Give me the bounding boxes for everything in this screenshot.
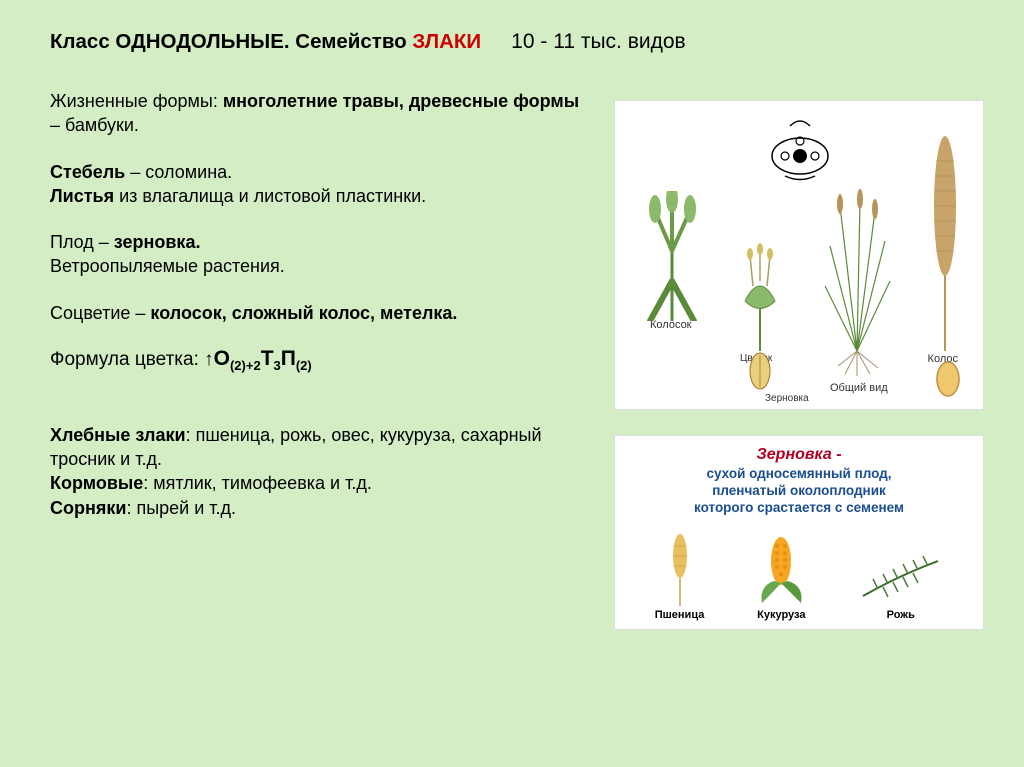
grain-icon <box>933 359 963 399</box>
zernovka-desc-3: которого срастается с семенем <box>694 500 904 515</box>
fodder-label: Кормовые <box>50 473 143 493</box>
life-forms-suffix: – бамбуки. <box>50 115 139 135</box>
rye-item: Рожь <box>858 551 943 621</box>
rye-label: Рожь <box>887 609 915 621</box>
life-forms-label: Жизненные формы: <box>50 91 223 111</box>
text-column: Жизненные формы: многолетние травы, древ… <box>50 89 580 542</box>
spikelet-icon <box>630 191 715 321</box>
stem-value: – соломина. <box>125 162 232 182</box>
whole-label: Общий вид <box>830 382 888 394</box>
zernovka-desc-1: сухой односемянный плод, <box>706 466 891 481</box>
zernovka-title: Зерновка - <box>625 446 973 464</box>
leaves-label: Листья <box>50 186 119 206</box>
formula-arrow: ↑ <box>204 349 214 370</box>
flower-detail-icon <box>725 231 795 351</box>
botanical-diagram: Колосок Цветок Зерновка <box>614 100 984 410</box>
zernovka-box: Зерновка - сухой односемянный плод, плен… <box>614 435 984 630</box>
formula-p: П <box>281 347 296 370</box>
spike-icon <box>928 131 963 351</box>
corn-label: Кукуруза <box>757 609 805 621</box>
weeds-value: : пырей и т.д. <box>126 498 236 518</box>
infl-bold: колосок, сложный колос, метелка. <box>150 303 457 323</box>
caryopsis-icon <box>745 351 775 391</box>
life-forms-bold: многолетние травы, древесные формы <box>223 91 579 111</box>
zernovka-desc-2: пленчатый околоплодник <box>712 483 886 498</box>
zernovka-images: Пшеница Кукуруза <box>615 531 983 621</box>
fruit-label: Плод – <box>50 232 114 252</box>
formula-p-sub: (2) <box>296 358 312 373</box>
inflorescence: Соцветие – колосок, сложный колос, метел… <box>50 301 580 325</box>
class-label: Класс ОДНОДОЛЬНЫЕ. Семейство <box>50 30 412 53</box>
examples: Хлебные злаки: пшеница, рожь, овес, куку… <box>50 423 580 520</box>
wheat-item: Пшеница <box>655 531 705 621</box>
fodder-value: : мятлик, тимофеевка и т.д. <box>143 473 372 493</box>
wheat-label: Пшеница <box>655 609 705 621</box>
formula-label: Формула цветка: <box>50 349 204 370</box>
page-title: Класс ОДНОДОЛЬНЫЕ. Семейство ЗЛАКИ <box>50 30 481 54</box>
formula-t: Т <box>261 347 274 370</box>
infl-label: Соцветие – <box>50 303 150 323</box>
pollination: Ветроопыляемые растения. <box>50 256 285 276</box>
fruit-bold: зерновка. <box>114 232 201 252</box>
stem-label: Стебель <box>50 162 125 182</box>
species-count: 10 - 11 тыс. видов <box>511 30 686 54</box>
formula-o-sub: (2)+2 <box>230 358 261 373</box>
fruit-pollination: Плод – зерновка. Ветроопыляемые растения… <box>50 230 580 279</box>
flower-formula: Формула цветка: ↑О(2)+2Т3П(2) <box>50 347 580 373</box>
weeds-label: Сорняки <box>50 498 126 518</box>
title-row: Класс ОДНОДОЛЬНЫЕ. Семейство ЗЛАКИ 10 - … <box>50 30 974 54</box>
image-column: Колосок Цветок Зерновка <box>614 100 984 630</box>
whole-plant-icon <box>810 186 905 376</box>
stem-leaves: Стебель – соломина. Листья из влагалища … <box>50 160 580 209</box>
corn-item: Кукуруза <box>754 531 809 621</box>
family-name: ЗЛАКИ <box>412 30 481 53</box>
life-forms: Жизненные формы: многолетние травы, древ… <box>50 89 580 138</box>
zernovka-desc: сухой односемянный плод, пленчатый около… <box>625 466 973 517</box>
cereals-label: Хлебные злаки <box>50 425 186 445</box>
rye-icon <box>858 551 943 606</box>
caryopsis-label: Зерновка <box>765 393 809 404</box>
spikelet-label: Колосок <box>650 319 692 331</box>
wheat-icon <box>665 531 695 606</box>
corn-icon <box>754 531 809 606</box>
formula-t-sub: 3 <box>274 358 281 373</box>
leaves-value: из влагалища и листовой пластинки. <box>119 186 426 206</box>
flower-diagram-icon <box>760 111 840 181</box>
formula-o: О <box>214 347 230 370</box>
